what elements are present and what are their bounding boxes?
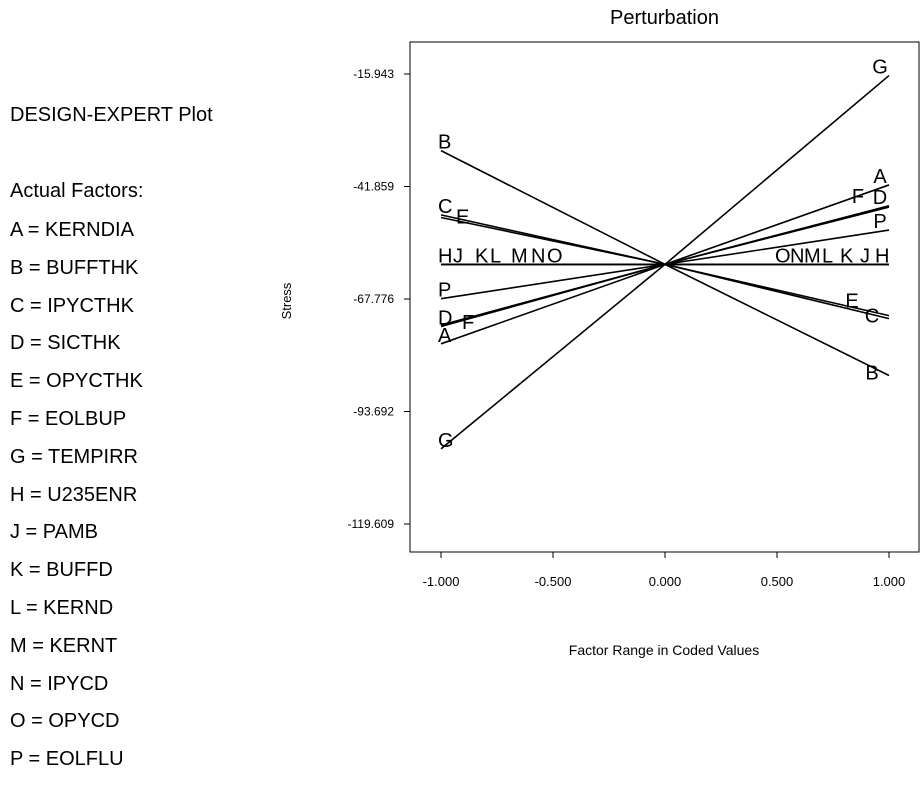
x-tick-label: 0.500 <box>761 574 794 589</box>
factor-legend: A = KERNDIA B = BUFFTHK C = IPYCTHK D = SIC… <box>10 218 143 785</box>
axes: -15.943 -41.859 -67.776 -93.692 -119.609 -1.0… <box>348 67 906 589</box>
factors-heading: Actual Factors: <box>10 180 144 202</box>
series-label: G <box>872 57 888 79</box>
factor-item: L = KERND <box>10 596 114 619</box>
series-label: F <box>852 186 864 208</box>
series-label: N <box>531 245 545 267</box>
y-tick-label: -93.692 <box>353 404 394 418</box>
y-tick-label: -119.609 <box>348 517 395 531</box>
y-tick-label: -41.859 <box>353 179 394 193</box>
series-label: P <box>438 280 451 302</box>
factor-item: H = U235ENR <box>10 483 138 506</box>
series-label: H <box>438 245 452 267</box>
factor-item: D = SICTHK <box>10 332 121 355</box>
factor-item: B = BUFFTHK <box>10 256 139 279</box>
series-label: D <box>438 307 452 329</box>
factor-item: A = KERNDIA <box>10 219 134 241</box>
series-label: B <box>438 132 451 154</box>
series-lines <box>440 74 890 450</box>
series-label: C <box>865 306 879 328</box>
factor-item: C = IPYCTHK <box>10 294 134 317</box>
series-label: M <box>804 245 821 267</box>
series-label: N <box>790 245 804 267</box>
y-tick-label: -67.776 <box>353 292 394 306</box>
series-line-p <box>440 229 890 300</box>
series-label: K <box>840 245 854 267</box>
series-label: K <box>475 245 489 267</box>
y-tick-label: -15.943 <box>353 67 394 81</box>
factor-item: P = EOLFLU <box>10 748 124 771</box>
plot-frame <box>409 41 920 553</box>
x-tick-label: 0.000 <box>649 574 682 589</box>
series-label: E <box>845 291 858 313</box>
factor-item: M = KERNT <box>10 634 118 657</box>
factor-item: F = EOLBUP <box>10 407 127 430</box>
x-tick-label: -0.500 <box>535 574 572 589</box>
series-label: O <box>775 245 791 267</box>
series-label: F <box>462 312 474 334</box>
factor-item: E = OPYCTHK <box>10 370 143 393</box>
series-label: J <box>860 245 870 267</box>
factor-item: G = TEMPIRR <box>10 445 138 468</box>
factor-item: N = IPYCD <box>10 672 109 695</box>
x-tick-label: 1.000 <box>873 574 906 589</box>
series-label: J <box>453 245 463 267</box>
x-tick-label: -1.000 <box>423 574 460 589</box>
series-label: C <box>438 196 452 218</box>
x-axis-label: Factor Range in Coded Values <box>569 642 759 658</box>
series-label: L <box>490 245 501 267</box>
chart-title: Perturbation <box>610 7 719 29</box>
factor-item: K = BUFFD <box>10 559 113 582</box>
series-label: L <box>822 245 833 267</box>
series-label: G <box>438 430 454 452</box>
plot-type-label: DESIGN-EXPERT Plot <box>10 104 213 126</box>
series-label: A <box>873 166 887 188</box>
series-label: P <box>873 211 886 233</box>
series-label: O <box>547 245 563 267</box>
series-label: H <box>875 245 889 267</box>
series-label: B <box>865 363 878 385</box>
series-label: M <box>511 245 528 267</box>
factor-item: O = OPYCD <box>10 710 120 733</box>
factor-item: J = PAMB <box>10 521 98 544</box>
series-label: A <box>438 325 452 347</box>
y-axis-label: Stress <box>279 282 294 319</box>
series-label: D <box>873 187 887 209</box>
series-label: E <box>456 206 469 228</box>
